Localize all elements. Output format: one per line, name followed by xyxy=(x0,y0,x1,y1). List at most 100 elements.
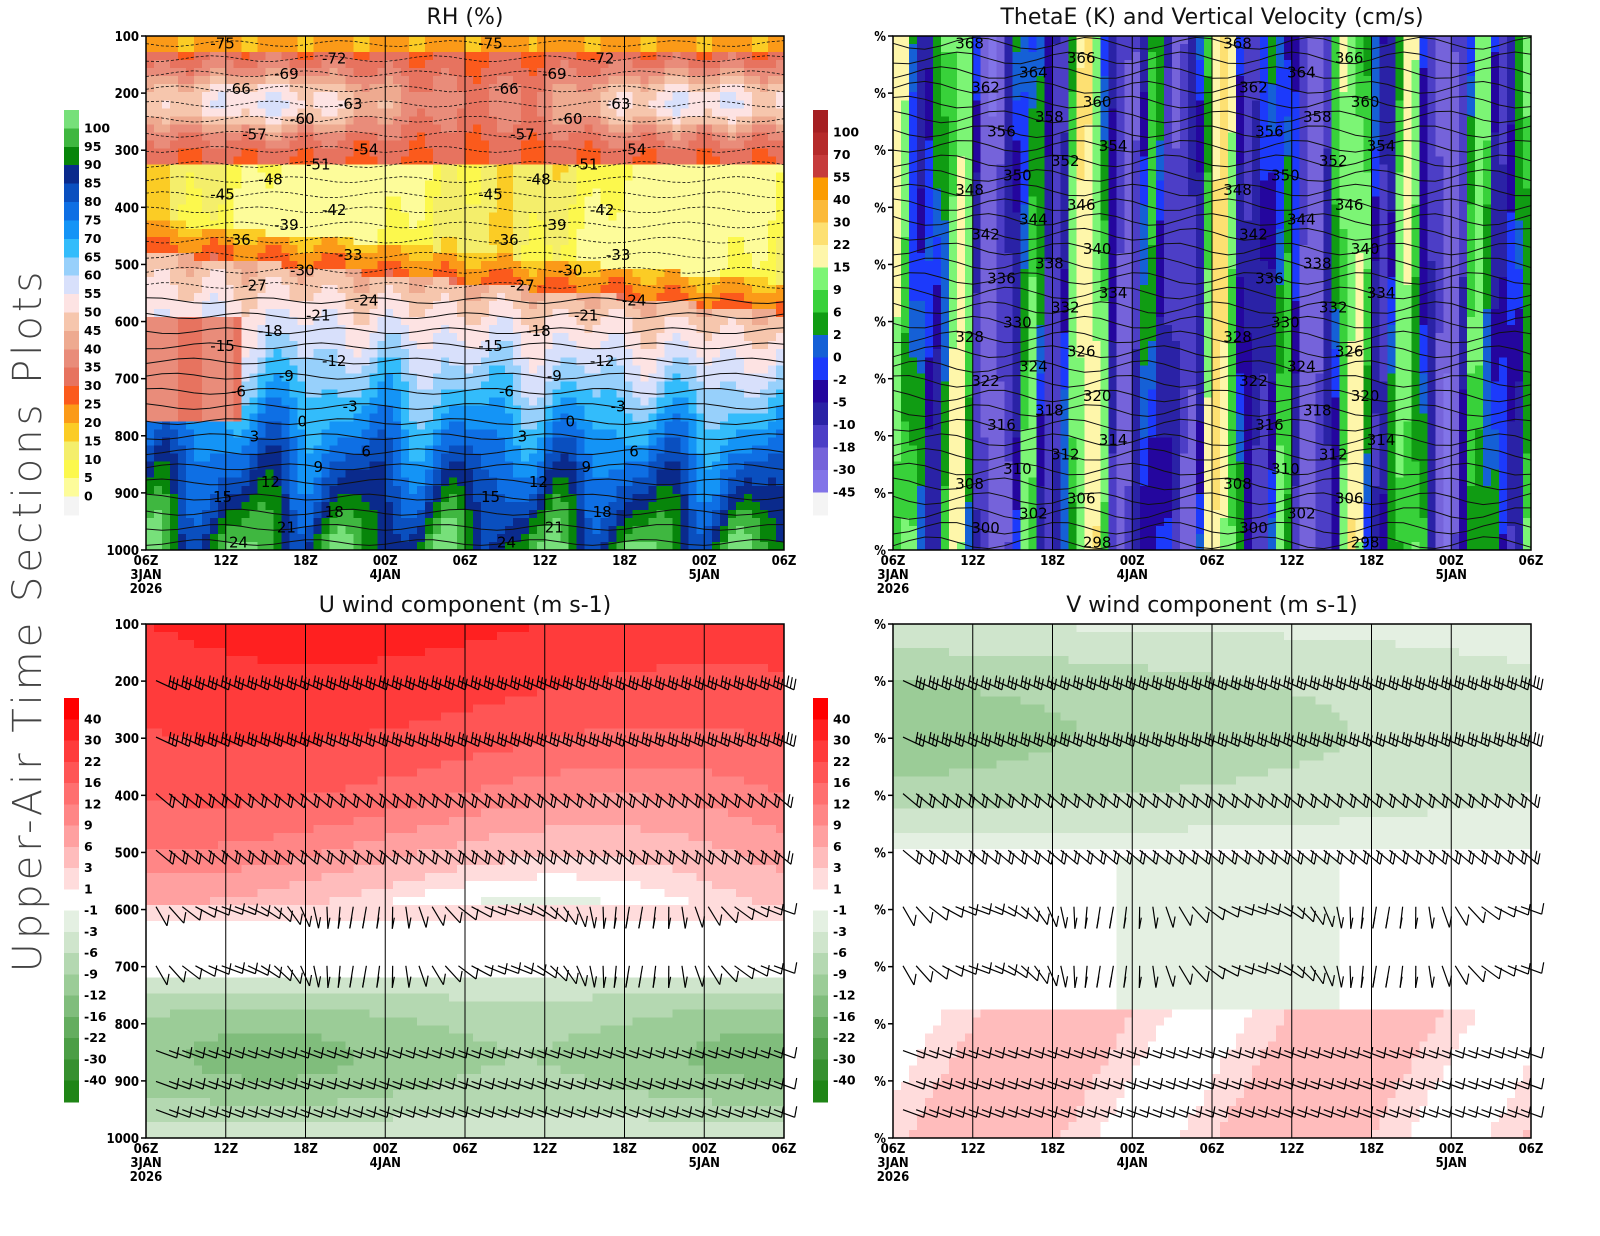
field-cell xyxy=(249,92,259,101)
field-cell xyxy=(560,156,570,166)
field-cell xyxy=(776,228,785,238)
field-cell xyxy=(409,268,418,278)
field-cell xyxy=(664,325,673,334)
field-cell xyxy=(153,429,163,439)
field-cell xyxy=(337,453,346,463)
field-cell xyxy=(233,124,243,133)
field-cell xyxy=(568,60,578,69)
field-cell xyxy=(512,349,522,358)
field-cell xyxy=(393,453,402,463)
field-cell xyxy=(512,405,522,415)
field-cell xyxy=(201,333,211,342)
field-cell xyxy=(153,132,163,142)
field-cell xyxy=(153,60,163,69)
field-cell xyxy=(225,220,235,230)
field-cell xyxy=(488,124,498,133)
field-cell xyxy=(664,284,673,294)
field-cell xyxy=(760,220,769,230)
field-cell xyxy=(441,349,450,358)
field-cell xyxy=(712,389,721,399)
field-cell xyxy=(337,60,346,69)
field-cell xyxy=(241,333,251,342)
field-cell xyxy=(273,36,283,45)
field-cell xyxy=(584,429,594,439)
field-cell xyxy=(576,156,586,166)
field-cell xyxy=(536,116,546,125)
field-cell xyxy=(313,252,323,262)
field-cell xyxy=(265,212,275,222)
field-cell xyxy=(656,260,665,270)
field-cell xyxy=(345,244,354,254)
field-cell xyxy=(289,68,299,77)
field-cell xyxy=(640,100,650,109)
field-cell xyxy=(664,148,673,158)
field-cell xyxy=(417,293,426,302)
field-cell xyxy=(608,429,618,439)
field-cell xyxy=(608,124,618,133)
field-cell xyxy=(672,92,681,101)
field-cell xyxy=(752,437,761,447)
field-cell xyxy=(496,100,506,109)
field-cell xyxy=(201,132,211,142)
field-cell xyxy=(768,317,777,326)
field-cell xyxy=(169,220,179,230)
field-cell xyxy=(449,60,458,69)
field-cell xyxy=(185,92,195,101)
field-cell xyxy=(177,517,187,527)
field-cell xyxy=(568,485,578,495)
field-cell xyxy=(409,413,418,423)
field-cell xyxy=(656,212,665,222)
field-cell xyxy=(768,204,777,214)
field-cell xyxy=(153,52,163,61)
field-cell xyxy=(441,220,450,230)
field-cell xyxy=(425,349,434,358)
field-cell xyxy=(257,36,267,45)
field-cell xyxy=(720,333,729,342)
field-cell xyxy=(361,477,370,487)
field-cell xyxy=(146,36,155,45)
field-cell xyxy=(146,477,155,487)
field-cell xyxy=(161,301,171,310)
field-cell xyxy=(752,92,761,101)
field-cell xyxy=(449,437,458,447)
field-cell xyxy=(744,180,753,190)
field-cell xyxy=(480,36,490,45)
field-cell xyxy=(201,172,211,182)
field-cell xyxy=(441,260,450,270)
field-cell xyxy=(712,44,721,53)
field-cell xyxy=(776,220,785,230)
field-cell xyxy=(257,413,267,423)
field-cell xyxy=(297,333,307,342)
field-cell xyxy=(488,469,498,479)
field-cell xyxy=(289,124,299,133)
field-cell xyxy=(624,517,634,527)
field-cell xyxy=(297,501,307,511)
field-cell xyxy=(744,276,753,286)
field-cell xyxy=(576,68,586,77)
field-cell xyxy=(536,509,546,519)
field-cell xyxy=(592,228,602,238)
field-cell xyxy=(728,309,737,318)
field-cell xyxy=(696,164,705,174)
field-cell xyxy=(632,397,642,407)
field-cell xyxy=(752,124,761,133)
field-cell xyxy=(752,236,761,246)
field-cell xyxy=(249,373,259,382)
field-cell xyxy=(305,533,315,543)
field-cell xyxy=(720,228,729,238)
field-cell xyxy=(472,148,482,158)
field-cell xyxy=(672,44,681,53)
field-cell xyxy=(361,397,370,407)
field-cell xyxy=(401,333,410,342)
field-cell xyxy=(648,485,657,495)
field-cell xyxy=(361,228,370,238)
field-cell xyxy=(393,236,402,246)
field-cell xyxy=(281,349,291,358)
field-cell xyxy=(369,469,378,479)
field-cell xyxy=(281,236,291,246)
field-cell xyxy=(273,220,283,230)
field-cell xyxy=(600,301,610,310)
field-cell xyxy=(720,220,729,230)
field-cell xyxy=(640,429,650,439)
field-cell xyxy=(313,437,323,447)
